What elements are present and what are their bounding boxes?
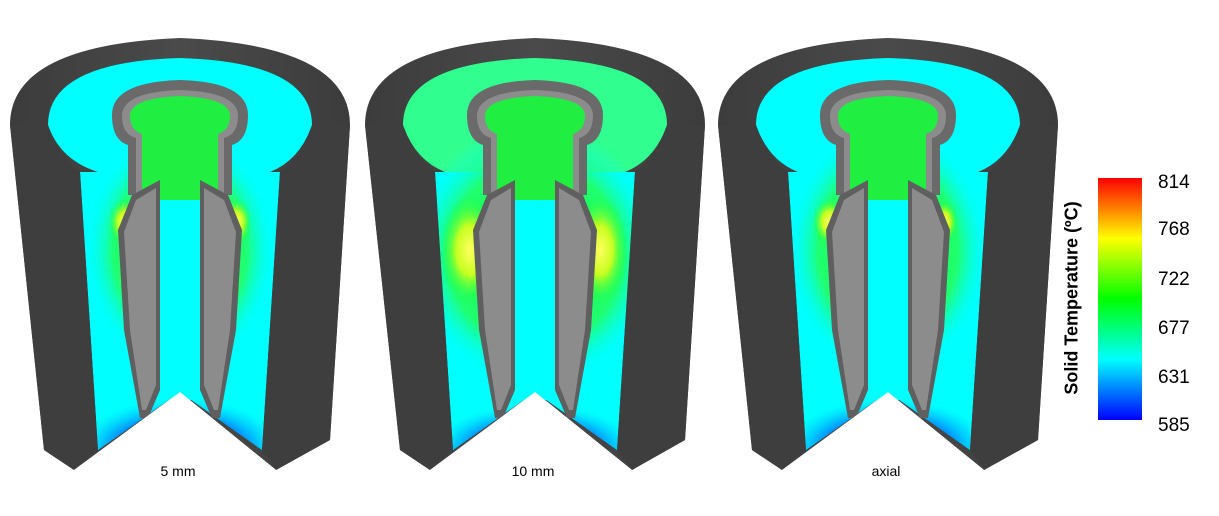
center-channel [160, 200, 200, 400]
panel-axial [718, 38, 1058, 470]
colorbar-tick: 722 [1158, 269, 1190, 290]
insert-leg-right-face [912, 188, 944, 410]
colorbar-tick: 814 [1158, 172, 1190, 193]
notch [782, 392, 984, 470]
panel-10mm [365, 38, 705, 470]
panel-5mm [10, 38, 350, 470]
colorbar-tick: 768 [1158, 219, 1190, 240]
colorbar-title-text: Solid Temperature (ºC) [1061, 201, 1082, 395]
colorbar-tick: 677 [1158, 318, 1190, 339]
colorbar [1098, 178, 1142, 420]
shell-wall-left [718, 125, 806, 470]
insert-leg-left-face [832, 188, 864, 410]
panel-caption-5mm: 5 mm [160, 463, 196, 479]
panel-caption-axial: axial [871, 463, 901, 479]
center-channel [868, 200, 908, 400]
insert-leg-right-face [559, 188, 591, 410]
shell-wall-right [617, 125, 705, 470]
notch [74, 392, 276, 470]
melt-pool [838, 96, 938, 200]
shell-wall-left [365, 125, 453, 470]
shell-wall-right [970, 125, 1058, 470]
insert-leg-left-face [124, 188, 156, 410]
shell-wall-left [10, 125, 98, 470]
panel-caption-10mm: 10 mm [511, 463, 555, 479]
insert-leg-right-face [204, 188, 236, 410]
shell-wall-right [262, 125, 350, 470]
notch [430, 392, 632, 470]
center-channel [515, 200, 555, 400]
melt-pool [130, 96, 230, 200]
melt-pool [485, 96, 585, 200]
insert-leg-left-face [479, 188, 511, 410]
colorbar-tick: 585 [1158, 415, 1190, 436]
colorbar-tick: 631 [1158, 367, 1190, 388]
